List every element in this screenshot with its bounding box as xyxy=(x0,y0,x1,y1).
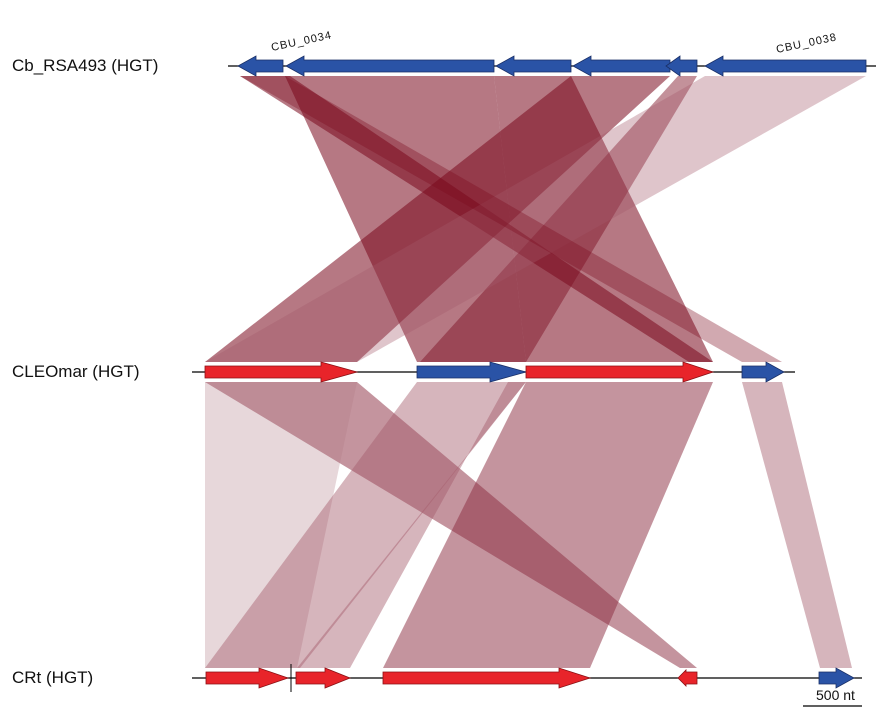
gene-crt-5 xyxy=(818,667,855,689)
gene-label-cbu-0034: CBU_0034 xyxy=(270,29,333,54)
link-bottom-6 xyxy=(742,382,852,668)
link-top-5 xyxy=(420,76,697,362)
gene-cleo-1 xyxy=(204,361,359,383)
gene-label-cbu-0038: CBU_0038 xyxy=(775,31,838,56)
gene-cb-4 xyxy=(572,55,671,77)
gene-crt-4 xyxy=(677,669,698,687)
link-bottom-2 xyxy=(205,382,357,668)
genes-cb xyxy=(237,55,867,77)
gene-cleo-3 xyxy=(525,361,715,383)
gene-crt-2 xyxy=(295,667,352,689)
link-bottom-5 xyxy=(297,382,526,668)
links-bottom xyxy=(205,382,852,668)
link-bottom-4 xyxy=(383,382,713,668)
track-label-cb: Cb_RSA493 (HGT) xyxy=(12,56,159,75)
gene-cb-5 xyxy=(665,55,698,77)
gene-cleo-2 xyxy=(416,361,528,383)
scale-bar-label: 500 nt xyxy=(816,687,855,703)
gene-cb-2 xyxy=(285,55,495,77)
gene-cbu-0038 xyxy=(704,55,867,77)
gene-crt-3 xyxy=(382,667,592,689)
genes-crt xyxy=(205,664,855,692)
gene-crt-1 xyxy=(205,667,290,689)
gene-cb-3 xyxy=(495,55,572,77)
link-top-4 xyxy=(205,76,670,362)
link-top-7 xyxy=(240,76,782,362)
link-bottom-3 xyxy=(205,382,526,668)
gene-cbu-0034 xyxy=(237,55,284,77)
track-label-cleo: CLEOmar (HGT) xyxy=(12,362,140,381)
track-label-crt: CRt (HGT) xyxy=(12,668,94,687)
links-top xyxy=(205,76,866,362)
link-top-6 xyxy=(205,76,866,362)
genes-cleo xyxy=(204,361,785,383)
gene-cleo-4 xyxy=(741,361,785,383)
